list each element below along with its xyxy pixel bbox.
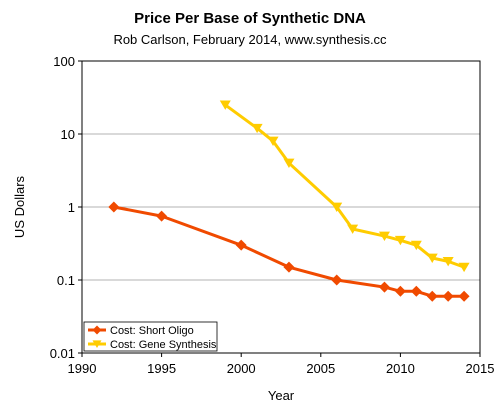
data-series <box>108 100 470 302</box>
data-point <box>442 256 454 267</box>
legend-swatch-marker <box>92 340 102 349</box>
data-point <box>156 210 168 222</box>
y-axis-title: US Dollars <box>12 175 27 238</box>
y-tick-label: 0.01 <box>50 346 75 361</box>
x-axis-ticks: 1990 1995 2000 2005 2010 2015 <box>68 353 495 376</box>
y-tick-label: 100 <box>53 54 75 69</box>
data-point <box>378 231 390 241</box>
series-line <box>224 103 465 269</box>
data-point <box>235 239 247 251</box>
series-line <box>113 205 465 298</box>
x-tick-label: 2015 <box>466 361 495 376</box>
series-gene-synthesis <box>219 100 470 273</box>
y-tick-label: 0.1 <box>57 273 75 288</box>
data-point <box>458 262 470 273</box>
x-tick-label: 1995 <box>147 361 176 376</box>
x-tick-label: 2010 <box>386 361 415 376</box>
data-point <box>347 224 359 234</box>
chart-title: Price Per Base of Synthetic DNA <box>134 10 366 27</box>
data-point <box>219 100 231 110</box>
legend-swatch-marker <box>92 325 102 335</box>
data-point <box>458 290 470 302</box>
data-point <box>442 290 454 302</box>
chart-subtitle: Rob Carlson, February 2014, www.synthesi… <box>113 32 387 47</box>
data-point <box>378 281 390 293</box>
data-point <box>331 202 343 212</box>
legend-label: Cost: Gene Synthesis <box>110 339 217 351</box>
data-point <box>426 290 438 302</box>
data-point <box>426 253 438 263</box>
x-tick-label: 2005 <box>306 361 335 376</box>
legend-item: Cost: Gene Synthesis <box>88 339 217 351</box>
data-point <box>394 235 406 246</box>
data-point <box>283 261 295 273</box>
data-point <box>108 201 120 213</box>
legend: Cost: Short Oligo Cost: Gene Synthesis <box>83 321 218 352</box>
legend-label: Cost: Short Oligo <box>110 325 194 337</box>
data-point <box>410 240 422 251</box>
series-short-oligo <box>108 201 470 302</box>
x-axis-title: Year <box>268 388 295 403</box>
x-tick-label: 1990 <box>68 361 97 376</box>
data-point <box>331 274 343 286</box>
data-point <box>410 285 422 297</box>
gridlines <box>82 60 480 354</box>
data-point <box>283 158 295 168</box>
data-point <box>394 285 406 297</box>
y-axis-ticks: 100 10 1 0.1 0.01 <box>50 54 82 361</box>
legend-box <box>83 321 218 352</box>
y-tick-label: 1 <box>68 200 75 215</box>
data-point <box>267 136 279 147</box>
data-point <box>251 123 263 134</box>
y-tick-label: 10 <box>61 127 75 142</box>
x-tick-label: 2000 <box>227 361 256 376</box>
legend-item: Cost: Short Oligo <box>88 325 194 337</box>
